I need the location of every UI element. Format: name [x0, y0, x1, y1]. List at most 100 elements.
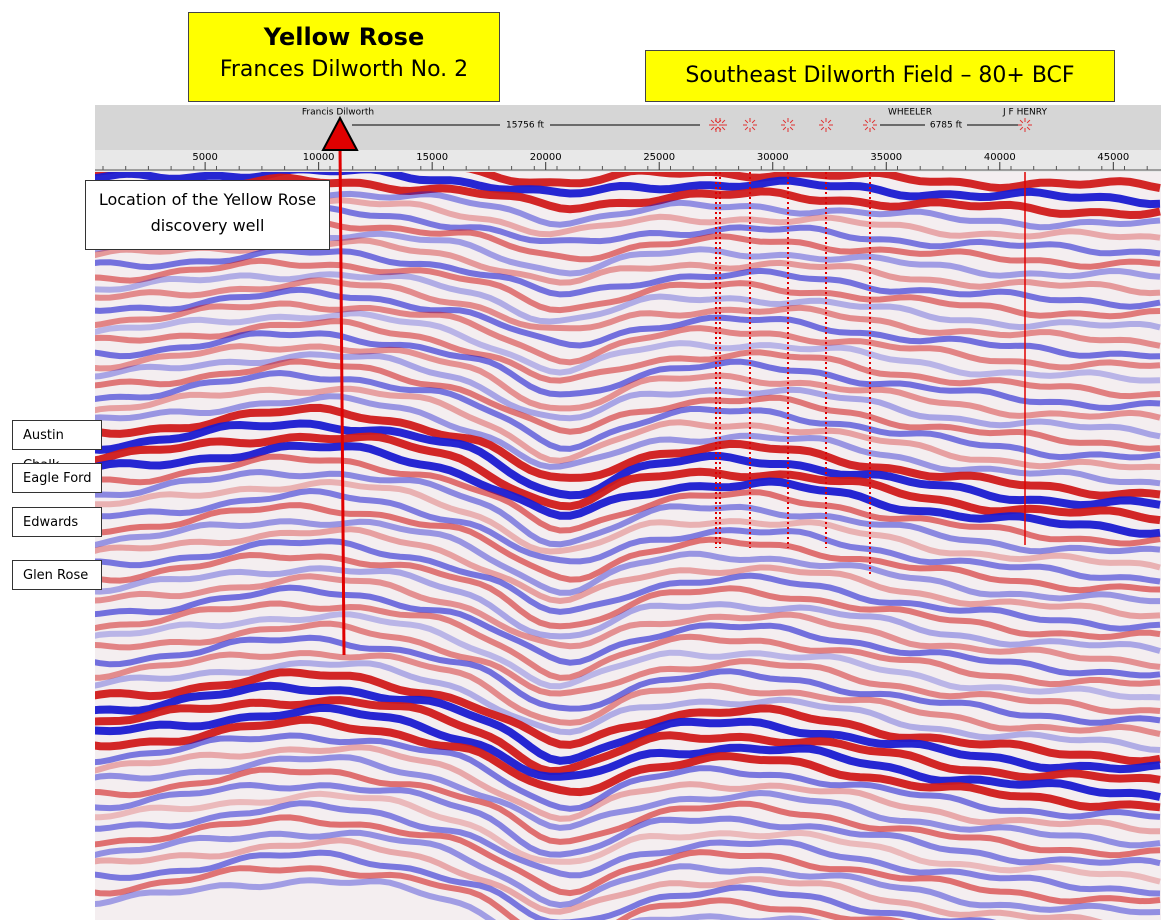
- reflector: [95, 318, 1161, 400]
- tick-label: 30000: [757, 152, 789, 163]
- well-symbol: [1026, 119, 1031, 124]
- well-symbol: [721, 126, 726, 131]
- reflector: [95, 453, 1161, 547]
- well-symbol: [721, 119, 726, 124]
- reflector: [95, 487, 1161, 585]
- well-symbol: [871, 119, 876, 124]
- reflector: [95, 865, 906, 920]
- well-symbol: [744, 126, 749, 131]
- reflector: [95, 744, 1160, 835]
- label-bg: [500, 119, 550, 131]
- well-symbol: [751, 119, 756, 124]
- title: Yellow Rose: [263, 23, 425, 51]
- reflector: [95, 300, 1161, 371]
- reflector: [95, 385, 1161, 471]
- well-symbol: [710, 126, 715, 131]
- reflector: [95, 650, 1161, 737]
- reflector: [95, 271, 1161, 331]
- reflector: [95, 800, 1161, 897]
- well-symbol: [789, 119, 794, 124]
- reflector: [95, 403, 1161, 500]
- well-name: Francis Dilworth: [302, 108, 374, 118]
- well-header-strip: [95, 105, 1161, 150]
- ruler-strip: [95, 150, 1161, 172]
- reflector: [95, 781, 1161, 867]
- tick-label: 35000: [870, 152, 902, 163]
- reflector: [95, 502, 1161, 594]
- field-box: Southeast Dilworth Field – 80+ BCF: [645, 50, 1115, 102]
- subtitle: Frances Dilworth No. 2: [219, 57, 469, 82]
- well-symbol: [782, 126, 787, 131]
- callout: Location of the Yellow Rose discovery we…: [85, 180, 330, 250]
- well-symbol: [714, 119, 719, 124]
- well-name: WHEELER: [888, 108, 932, 118]
- reflector: [95, 310, 1161, 384]
- well-symbol: [827, 119, 832, 124]
- reflector: [95, 257, 1161, 320]
- reflector: [95, 600, 1161, 688]
- reflector: [95, 611, 1161, 701]
- reflector: [95, 551, 1161, 641]
- well-symbol: [1026, 126, 1031, 131]
- tick-label: 5000: [192, 152, 217, 163]
- reflector: [95, 358, 1161, 452]
- distance-label: 6785 ft: [930, 121, 963, 131]
- reflector: [95, 286, 1161, 360]
- title-box: Yellow Rose Frances Dilworth No. 2: [188, 12, 500, 102]
- reflector: [95, 432, 1161, 525]
- reflector: [95, 172, 1161, 193]
- reflector: [95, 419, 1161, 510]
- reflector: [95, 681, 1161, 774]
- well-symbol: [820, 119, 825, 124]
- reflector: [95, 849, 997, 920]
- reflector: [95, 369, 1161, 461]
- reflector: [95, 172, 1161, 209]
- reflector: [95, 526, 1161, 620]
- tick-label: 20000: [530, 152, 562, 163]
- distance-label: 15756 ft: [506, 121, 545, 131]
- reflector: [95, 441, 1161, 538]
- well-symbol: [744, 119, 749, 124]
- well-symbol: [827, 126, 832, 131]
- well-symbol: [1019, 126, 1024, 131]
- reflector: [95, 696, 1161, 784]
- reflector: [95, 790, 1161, 885]
- reflector: [95, 877, 822, 920]
- reflector: [95, 573, 1161, 670]
- formation-label: Austin Chalk: [12, 420, 102, 473]
- reflector: [95, 634, 1161, 726]
- reflector: [95, 754, 1161, 849]
- well-symbol: [864, 126, 869, 131]
- reflector: [95, 277, 1161, 349]
- discovery-well-path: [338, 144, 346, 656]
- reflector: [95, 393, 1161, 487]
- well-name: J F HENRY: [1002, 108, 1047, 118]
- discovery-well-marker: [321, 115, 359, 151]
- well-symbols: [709, 118, 1032, 132]
- tick-label: 25000: [643, 152, 675, 163]
- reflector: [95, 538, 1161, 632]
- tick-label: 45000: [1097, 152, 1129, 163]
- well-symbol: [710, 119, 715, 124]
- formation-label: Eagle Ford: [12, 463, 102, 493]
- reflector: [95, 732, 1161, 820]
- formation-label: Glen Rose: [12, 560, 102, 590]
- ruler: 5000 10000 15000 20000 25000 30000 35000 40000 4…: [102, 152, 1148, 170]
- label-bg: [925, 119, 967, 131]
- reflector: [95, 659, 1161, 753]
- reflector: [95, 343, 1161, 421]
- reflector: [95, 173, 1161, 220]
- well-symbol: [871, 126, 876, 131]
- reflector: [95, 247, 1161, 310]
- tick-label: 10000: [303, 152, 335, 163]
- tick-label: 40000: [984, 152, 1016, 163]
- well-symbol: [820, 126, 825, 131]
- reflector: [95, 330, 1161, 412]
- reflector: [95, 766, 1161, 859]
- formation-label: Edwards: [12, 507, 102, 537]
- reflector: [95, 565, 1161, 654]
- well-symbol: [782, 119, 787, 124]
